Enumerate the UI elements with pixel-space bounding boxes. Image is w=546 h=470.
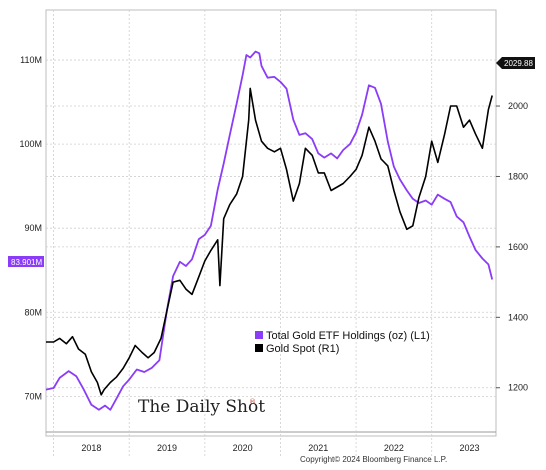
right-tick-label: 2000 (508, 101, 528, 111)
x-tick-label: 2021 (308, 443, 328, 453)
daily-shot-logo: The Daily Shot ® (138, 397, 265, 417)
series-line-gold-spot (46, 87, 493, 396)
legend-swatch-gold (255, 344, 263, 352)
right-tick-label: 1600 (508, 242, 528, 252)
left-tick-label: 70M (24, 391, 42, 401)
watermark-registered-mark: ® (249, 398, 256, 406)
watermark-text: The Daily Shot (138, 397, 265, 417)
legend-label-etf: Total Gold ETF Holdings (oz) (L1) (266, 330, 430, 342)
plot-frame (45, 9, 497, 437)
x-tick-label: 2023 (460, 443, 480, 453)
right-tick-label: 1400 (508, 312, 528, 322)
right-last-value-tag: 2029.88 (496, 57, 535, 69)
series-line-etf-holdings (45, 50, 494, 411)
left-last-value-tag: 83.901M (8, 256, 44, 267)
left-tick-label: 90M (24, 223, 42, 233)
x-tick-label: 2018 (81, 443, 101, 453)
left-tick-label: 100M (19, 139, 42, 149)
series-group (45, 50, 494, 411)
legend-swatch-etf (255, 331, 263, 339)
left-tick-label: 80M (24, 307, 42, 317)
left-last-value-box (8, 256, 44, 267)
right-last-value-box (496, 57, 535, 69)
x-tick-label: 2022 (384, 443, 404, 453)
left-last-value-label: 83.901M (11, 258, 42, 267)
right-tick-label: 1200 (508, 383, 528, 393)
copyright-text: Copyright© 2024 Bloomberg Finance L.P. (300, 455, 447, 464)
grid (46, 10, 496, 456)
ticks-group: 70M 80M 90M 100M 110M 1200 1400 1600 1800 2000 201… (19, 55, 528, 453)
legend-label-gold: Gold Spot (R1) (266, 343, 339, 355)
legend: Total Gold ETF Holdings (oz) (L1) Gold S… (255, 330, 430, 355)
right-last-value-label: 2029.88 (504, 59, 533, 68)
x-tick-label: 2019 (157, 443, 177, 453)
right-tick-label: 1800 (508, 171, 528, 181)
x-tick-label: 2020 (233, 443, 253, 453)
left-tick-label: 110M (20, 55, 42, 65)
